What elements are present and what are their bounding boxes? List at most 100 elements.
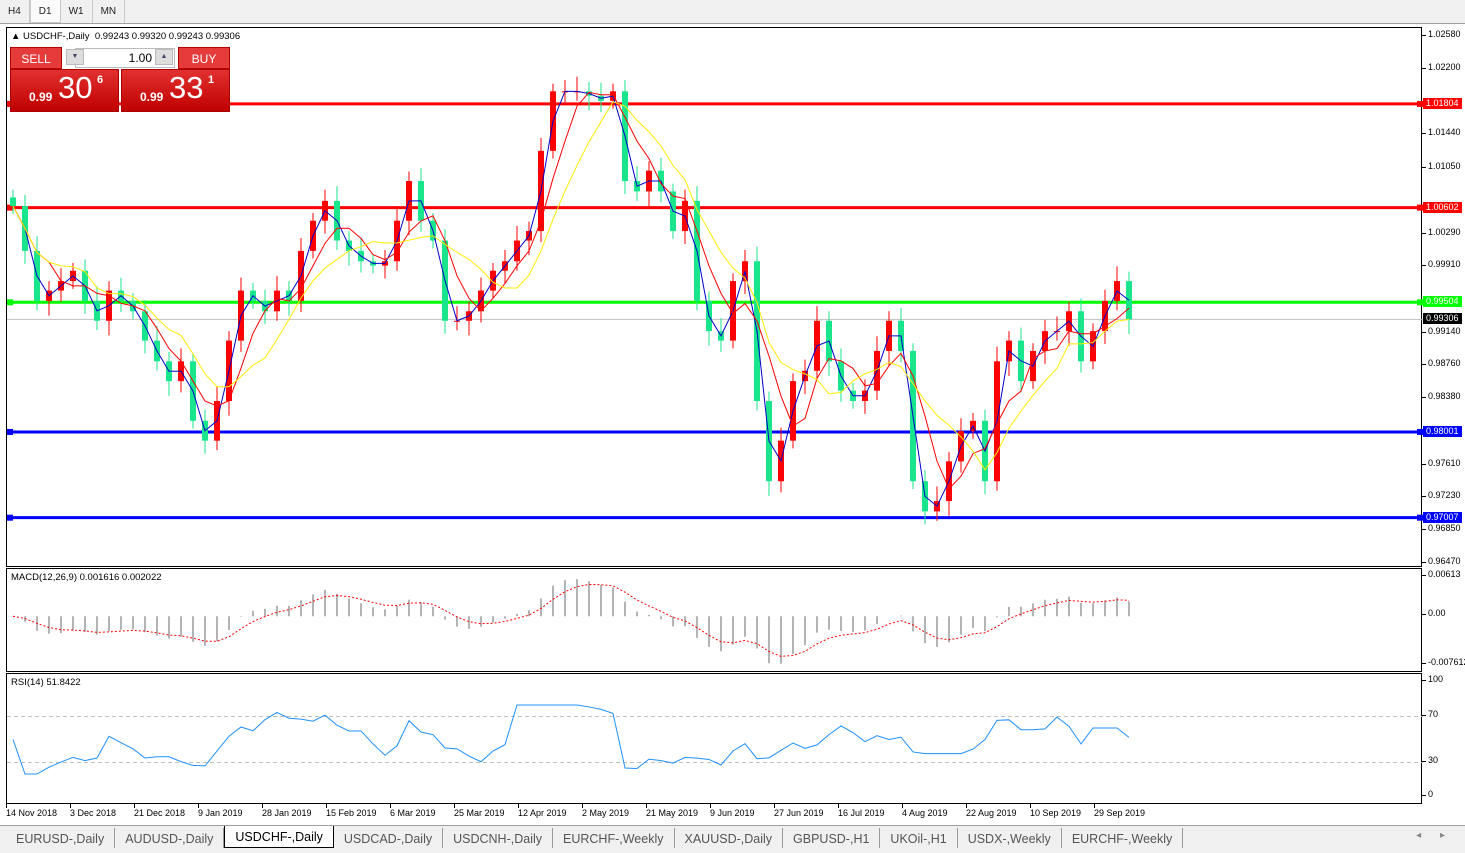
price-tick: 1.01050	[1422, 161, 1461, 171]
macd-tick: -0.007612	[1422, 657, 1465, 667]
date-label: 9 Jun 2019	[710, 804, 755, 818]
date-label: 9 Jan 2019	[198, 804, 243, 818]
candle	[346, 231, 352, 266]
timeframe-mn[interactable]: MN	[93, 0, 126, 23]
candle	[334, 186, 340, 251]
buy-button[interactable]: BUY	[178, 47, 230, 69]
tab-chart[interactable]: EURCHF-,Weekly	[1062, 828, 1184, 848]
price-tick: 1.02200	[1422, 62, 1461, 72]
level-price-label: 0.99504	[1423, 296, 1462, 308]
candle	[406, 171, 412, 236]
tab-chart[interactable]: EURCHF-,Weekly	[553, 828, 675, 848]
level-handle	[1417, 428, 1423, 435]
candle	[634, 166, 640, 201]
candle	[226, 331, 232, 416]
candle	[46, 281, 52, 316]
date-label: 29 Sep 2019	[1094, 804, 1146, 818]
price-tick: 1.00290	[1422, 227, 1461, 237]
candle	[58, 268, 64, 302]
lot-decrease-button[interactable]: ▼	[66, 49, 84, 65]
price-tick: 0.96470	[1422, 556, 1461, 566]
tab-chart[interactable]: USDCNH-,Daily	[443, 828, 554, 848]
chart-tabs: EURUSD-,Daily AUDUSD-,Daily USDCHF-,Daily U…	[0, 825, 1465, 853]
candle	[814, 306, 820, 381]
sell-button[interactable]: SELL	[10, 47, 62, 69]
price-tick: 0.99910	[1422, 259, 1461, 269]
candle	[1126, 271, 1132, 335]
chart-header: ▲ USDCHF-,Daily 0.99243 0.99320 0.99243 …	[11, 31, 240, 42]
rsi-tick: 100	[1422, 674, 1443, 684]
rsi-tick: 30	[1422, 755, 1438, 765]
ohlc-readout: 0.99243 0.99320 0.99243 0.99306	[94, 31, 241, 42]
candle	[862, 379, 868, 414]
date-label: 22 Aug 2019	[966, 804, 1017, 818]
date-label: 14 Nov 2018	[6, 804, 58, 818]
candle	[10, 189, 16, 214]
level-price-label: 1.00602	[1423, 201, 1462, 213]
symbol-label: USDCHF-,Daily	[23, 31, 90, 42]
sell-price-fraction: 6	[97, 74, 104, 86]
date-label: 21 Dec 2018	[134, 804, 186, 818]
date-label: 27 Jun 2019	[774, 804, 824, 818]
candle	[166, 351, 172, 396]
candle	[826, 311, 832, 376]
sell-price-button[interactable]: 0.99 30 6	[10, 69, 119, 112]
date-axis: 14 Nov 2018 3 Dec 2018 21 Dec 2018 9 Jan 20…	[6, 804, 1422, 824]
tab-chart[interactable]: XAUUSD-,Daily	[675, 828, 784, 848]
price-tick: 1.02580	[1422, 29, 1461, 39]
date-label: 16 Jul 2019	[838, 804, 885, 818]
tab-chart[interactable]: USDX-,Weekly	[958, 828, 1062, 848]
ma-mid-line	[12, 91, 1130, 490]
candle	[922, 469, 928, 525]
price-chart[interactable]: ▲ USDCHF-,Daily 0.99243 0.99320 0.99243 …	[6, 27, 1423, 567]
rsi-title: RSI(14) 51.8422	[11, 677, 81, 688]
timeframe-d1[interactable]: D1	[29, 0, 61, 23]
level-handle	[7, 514, 13, 521]
rsi-panel[interactable]: RSI(14) 51.8422	[6, 673, 1423, 804]
level-handle	[7, 299, 13, 306]
level-handle	[1417, 204, 1423, 211]
timeframe-h4[interactable]: H4	[0, 0, 30, 23]
candle	[934, 486, 940, 521]
candle	[1018, 327, 1024, 393]
price-tick: 0.98760	[1422, 358, 1461, 368]
rsi-chart	[7, 704, 1423, 775]
macd-tick: 0.00613	[1422, 569, 1461, 579]
collapse-icon[interactable]: ▲	[11, 31, 24, 42]
tab-chart[interactable]: EURUSD-,Daily	[6, 828, 116, 848]
date-label: 28 Jan 2019	[262, 804, 312, 818]
macd-chart	[12, 579, 1130, 664]
price-tick: 0.99140	[1422, 326, 1461, 336]
lot-size-input[interactable]: 1.00	[75, 48, 175, 68]
price-tick: 0.97610	[1422, 458, 1461, 468]
timeframe-w1[interactable]: W1	[61, 0, 93, 23]
tab-chart[interactable]: USDCAD-,Daily	[334, 828, 444, 848]
one-click-trading-panel: SELL 1.00 ▼ ▲ BUY 0.99 30 6 0.99 33 1	[10, 47, 230, 112]
macd-tick: 0.00	[1422, 608, 1446, 618]
tab-chart[interactable]: GBPUSD-,H1	[783, 828, 881, 848]
candle	[646, 161, 652, 207]
date-label: 25 Mar 2019	[454, 804, 505, 818]
date-label: 10 Sep 2019	[1030, 804, 1082, 818]
price-tick: 0.98380	[1422, 391, 1461, 401]
tab-chart[interactable]: USDCHF-,Daily	[224, 826, 334, 848]
tab-scroll-arrows[interactable]: ◂ ▸	[1416, 830, 1453, 841]
price-tick: 0.96850	[1422, 523, 1461, 533]
candle	[178, 348, 184, 393]
candle	[1078, 298, 1084, 373]
macd-panel[interactable]: MACD(12,26,9) 0.001616 0.002022	[6, 568, 1422, 672]
level-handle	[1417, 514, 1423, 521]
buy-price-prefix: 0.99	[140, 90, 164, 104]
buy-price-button[interactable]: 0.99 33 1	[121, 69, 230, 112]
date-label: 12 Apr 2019	[518, 804, 567, 818]
macd-signal-line	[12, 583, 1130, 657]
candle	[1114, 266, 1120, 311]
tab-chart[interactable]: UKOil-,H1	[880, 828, 958, 848]
timeframe-toolbar: H4 D1 W1 MN	[0, 0, 1465, 24]
ma-slow-line	[12, 101, 1130, 471]
tab-chart[interactable]: AUDUSD-,Daily	[115, 828, 225, 848]
sell-price-pips: 30	[58, 70, 93, 105]
level-price-label: 1.01804	[1423, 97, 1462, 109]
lot-increase-button[interactable]: ▲	[155, 49, 173, 65]
level-handle	[7, 428, 13, 435]
